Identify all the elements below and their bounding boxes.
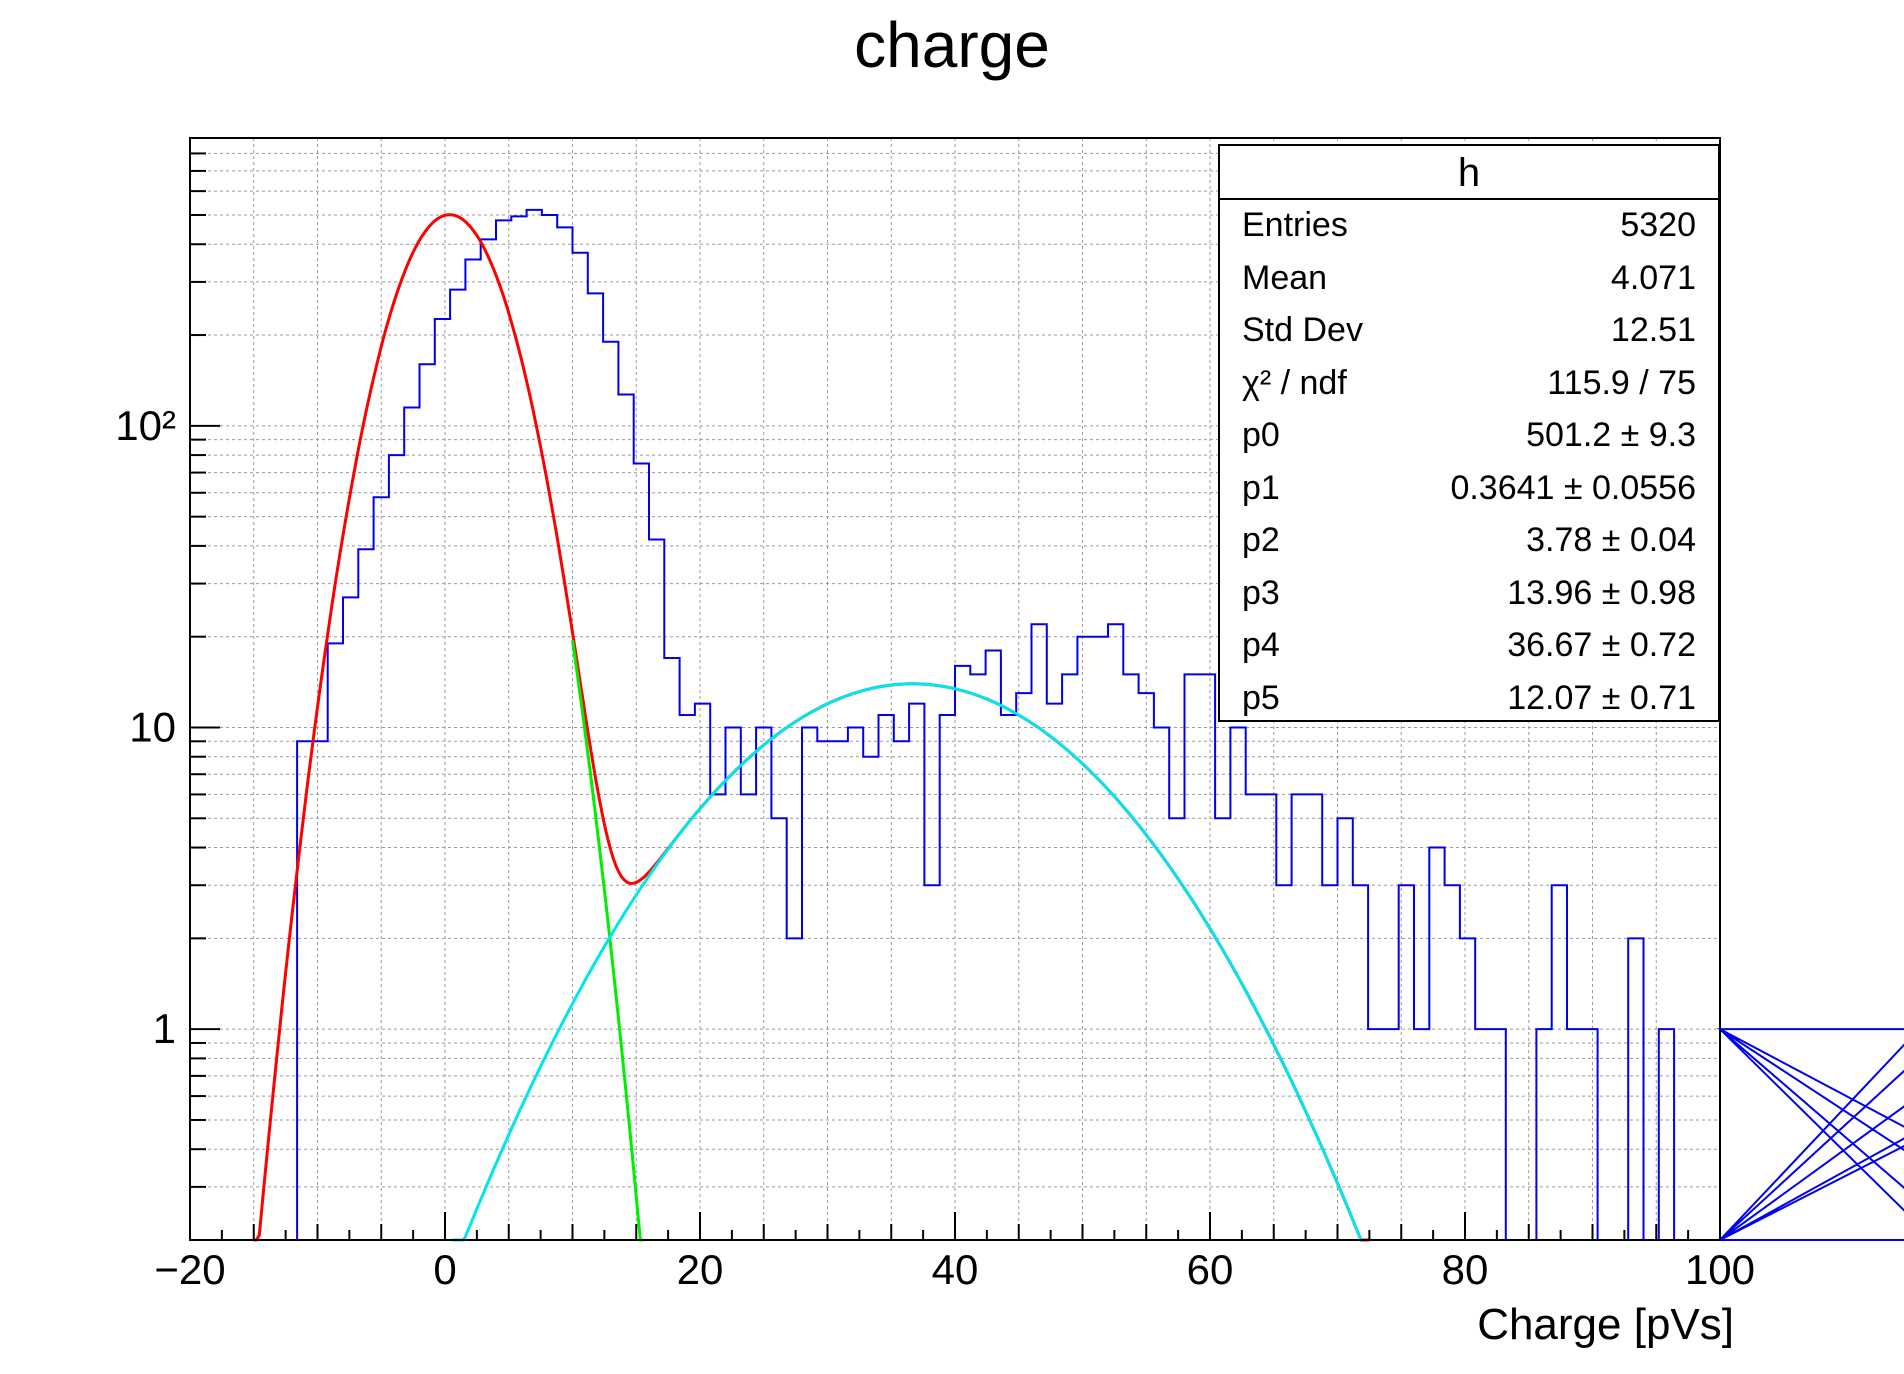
stats-row: χ² / ndf 115.9 / 75 <box>1242 364 1696 414</box>
chart-title: charge <box>854 9 1050 81</box>
x-tick-label: 60 <box>1187 1246 1234 1293</box>
stats-row: p3 13.96 ± 0.98 <box>1242 574 1696 624</box>
stats-row: p2 3.78 ± 0.04 <box>1242 521 1696 571</box>
stats-label: Entries <box>1242 206 1348 244</box>
stats-row: p5 12.07 ± 0.71 <box>1242 679 1696 729</box>
stats-label: p3 <box>1242 573 1280 612</box>
stats-label: p1 <box>1242 468 1280 507</box>
stats-row: Std Dev 12.51 <box>1242 311 1696 361</box>
stats-label: Mean <box>1242 258 1328 297</box>
stats-label: p4 <box>1242 626 1280 664</box>
stats-label: p2 <box>1242 521 1280 559</box>
stats-value: 13.96 ± 0.98 <box>1507 573 1696 612</box>
x-tick-label: 100 <box>1685 1246 1755 1293</box>
stats-label: χ² / ndf <box>1242 363 1347 402</box>
x-tick-label: 40 <box>932 1246 979 1293</box>
histogram-series-h <box>190 208 1904 1241</box>
stats-value: 12.51 <box>1610 311 1696 349</box>
x-tick-label: −20 <box>154 1246 225 1293</box>
y-tick-label: 10 <box>129 704 176 751</box>
x-tick-label: 0 <box>433 1246 456 1293</box>
stats-row: p1 0.3641 ± 0.0556 <box>1242 469 1696 519</box>
stats-row: p0 501.2 ± 9.3 <box>1242 416 1696 466</box>
stats-title: h <box>1220 146 1718 200</box>
stats-label: p0 <box>1242 416 1280 454</box>
stats-row: Entries 5320 <box>1242 206 1696 256</box>
stats-box: h Entries 5320 Mean 4.071 Std Dev 12.51 χ² / n… <box>1218 144 1720 722</box>
x-tick-label: 20 <box>677 1246 724 1293</box>
y-tick-label: 10² <box>115 402 176 449</box>
stats-label: p5 <box>1242 678 1280 717</box>
stats-row: Mean 4.071 <box>1242 259 1696 309</box>
y-tick-label: 1 <box>153 1005 176 1052</box>
fit-curve-gauss1 <box>451 682 1364 1242</box>
stats-value: 501.2 ± 9.3 <box>1526 416 1696 454</box>
stats-value: 0.3641 ± 0.0556 <box>1450 468 1696 507</box>
stats-label: Std Dev <box>1242 311 1363 349</box>
stats-value: 5320 <box>1620 206 1696 244</box>
stats-row: p4 36.67 ± 0.72 <box>1242 626 1696 676</box>
stats-value: 115.9 / 75 <box>1547 363 1696 402</box>
stats-value: 3.78 ± 0.04 <box>1526 521 1696 559</box>
stats-value: 36.67 ± 0.72 <box>1507 626 1696 664</box>
stats-value: 12.07 ± 0.71 <box>1507 678 1696 717</box>
x-tick-label: 80 <box>1442 1246 1489 1293</box>
fit-curve-gauss0 <box>571 640 643 1242</box>
x-axis-label: Charge [pVs] <box>1477 1300 1734 1349</box>
stats-value: 4.071 <box>1610 258 1696 297</box>
